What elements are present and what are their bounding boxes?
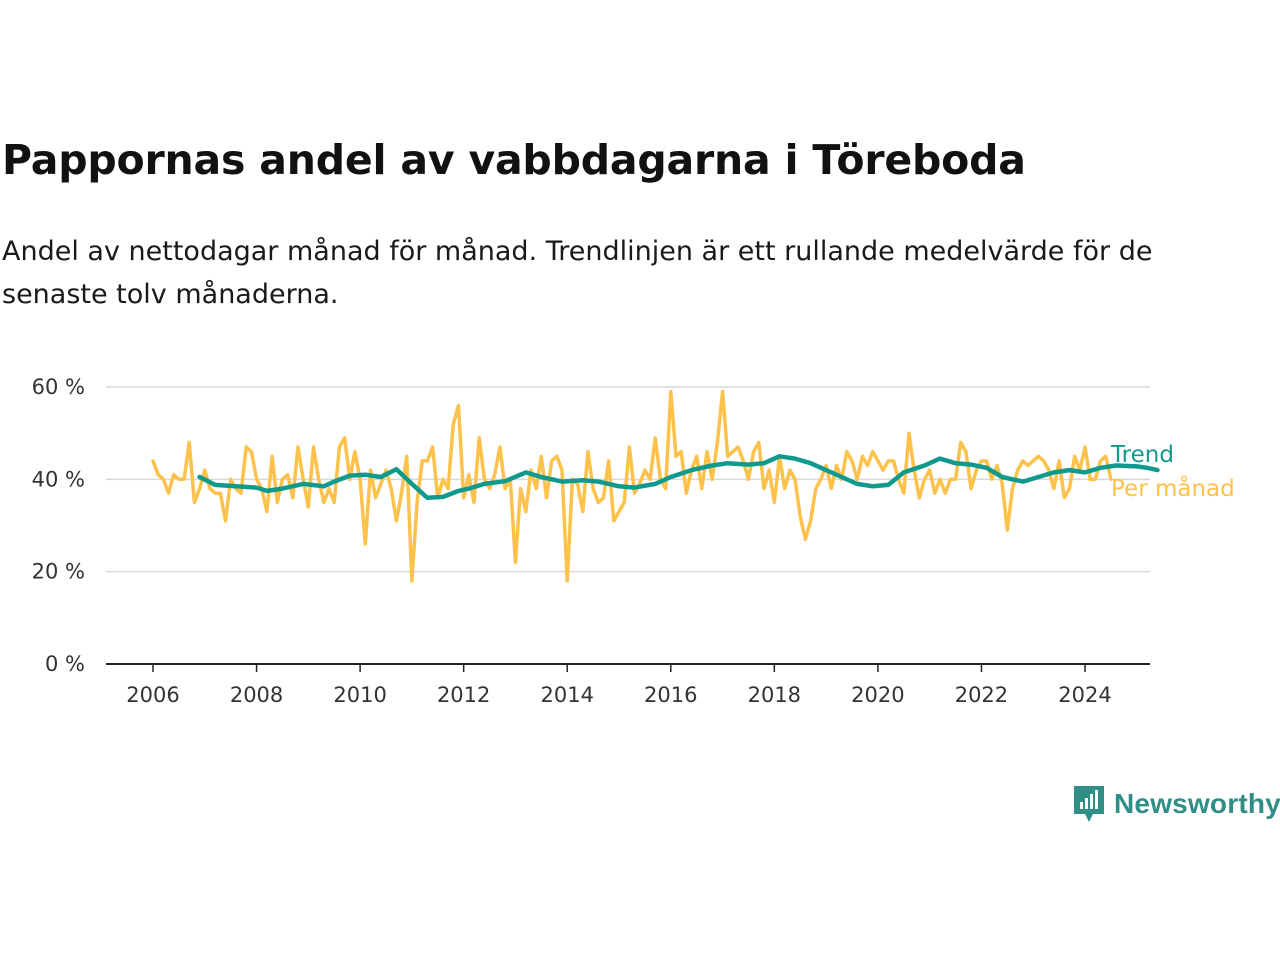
legend-monthly-label: Per månad — [1111, 474, 1235, 502]
y-tick-label: 60 % — [32, 375, 85, 399]
x-tick-label: 2022 — [955, 683, 1008, 707]
brand-logo: Newsworthy — [1072, 784, 1280, 824]
y-tick-label: 0 % — [45, 652, 85, 676]
trend-series-line — [197, 454, 1160, 501]
chart-title: Pappornas andel av vabbdagarna i Törebod… — [2, 136, 1026, 184]
chart-subtitle: Andel av nettodagar månad för månad. Tre… — [2, 236, 1153, 310]
brand-name: Newsworthy — [1114, 788, 1280, 819]
x-tick-label: 2020 — [851, 683, 904, 707]
newsworthy-logo-icon — [1074, 786, 1104, 822]
y-tick-label: 20 % — [32, 560, 85, 584]
x-tick-label: 2010 — [333, 683, 386, 707]
x-tick-label: 2016 — [644, 683, 697, 707]
x-tick-label: 2014 — [540, 683, 593, 707]
y-tick-label: 40 % — [32, 467, 85, 491]
x-tick-label: 2008 — [230, 683, 283, 707]
x-tick-label: 2024 — [1058, 683, 1111, 707]
series-lines — [151, 389, 1160, 583]
x-tick-label: 2006 — [126, 683, 179, 707]
x-tick-label: 2018 — [748, 683, 801, 707]
legend: Trend Per månad — [1110, 442, 1235, 502]
monthly-series-line — [151, 389, 1113, 583]
x-tick-label: 2012 — [437, 683, 490, 707]
x-axis: 2006 2008 2010 2012 2014 2016 2018 2020 2022 2024 — [106, 663, 1150, 707]
y-axis: 0 % 20 % 40 % 60 % — [32, 375, 85, 676]
legend-trend-label: Trend — [1110, 442, 1174, 468]
